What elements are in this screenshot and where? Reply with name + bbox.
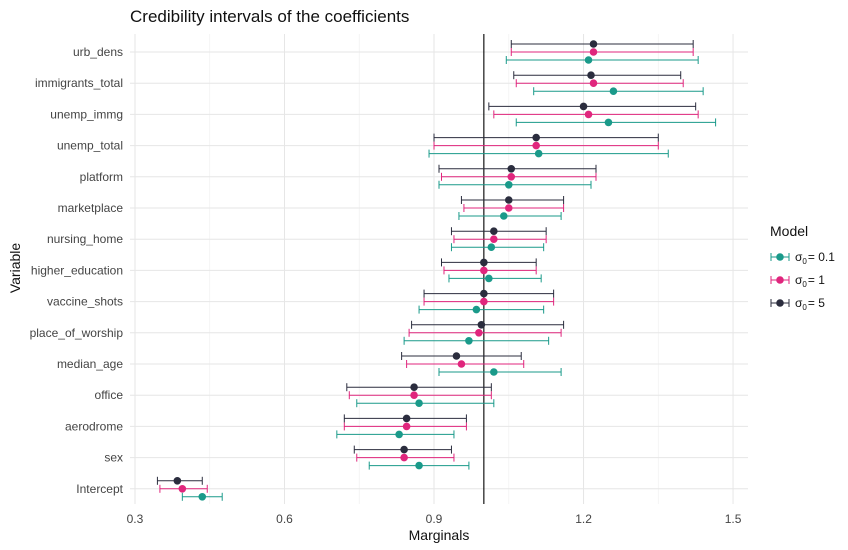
mean-point xyxy=(589,48,598,56)
mean-point xyxy=(532,133,540,142)
mean-point xyxy=(490,227,498,235)
legend-key-point xyxy=(776,299,784,307)
series-1 xyxy=(159,48,699,493)
mean-point xyxy=(507,165,516,173)
legend-label: σ0= 1 xyxy=(795,273,825,289)
y-axis-label: Variable xyxy=(7,243,23,294)
mean-point xyxy=(609,87,618,95)
legend: Model σ0= 0.1 σ0= 1 σ0= 5 xyxy=(770,223,835,312)
mean-point xyxy=(579,102,588,111)
mean-point xyxy=(173,477,182,485)
series-2 xyxy=(156,40,697,485)
mean-point xyxy=(490,368,498,376)
legend-item: σ0= 1 xyxy=(770,273,825,289)
mean-point xyxy=(589,79,598,87)
mean-point xyxy=(475,329,483,337)
mean-point xyxy=(452,352,461,360)
mean-point xyxy=(400,453,408,462)
mean-point xyxy=(415,399,423,408)
legend-item: σ0= 5 xyxy=(770,296,825,312)
mean-point xyxy=(480,266,488,275)
y-tick-label: higher_education xyxy=(31,263,123,277)
mean-point xyxy=(457,360,466,368)
mean-point xyxy=(604,118,613,127)
mean-point xyxy=(589,40,598,48)
x-tick-label: 0.6 xyxy=(276,512,293,526)
mean-point xyxy=(584,110,593,119)
mean-point xyxy=(402,414,411,423)
y-tick-label: aerodrome xyxy=(65,419,123,433)
chart-title: Credibility intervals of the coefficient… xyxy=(130,7,409,26)
mean-point xyxy=(587,71,595,79)
x-tick-label: 0.3 xyxy=(127,512,144,526)
x-tick-label: 1.2 xyxy=(575,512,592,526)
y-tick-label: immigrants_total xyxy=(35,76,123,90)
x-tick-label: 0.9 xyxy=(426,512,443,526)
mean-point xyxy=(584,56,593,64)
mean-point xyxy=(499,212,508,220)
mean-point xyxy=(198,493,207,501)
y-tick-label: marketplace xyxy=(58,201,124,215)
legend-label: σ0= 5 xyxy=(795,296,825,312)
legend-key-point xyxy=(776,253,784,261)
y-tick-label: place_of_worship xyxy=(30,326,124,340)
mean-point xyxy=(415,461,423,470)
series-layer xyxy=(156,40,717,501)
mean-point xyxy=(504,196,513,204)
y-tick-label: vaccine_shots xyxy=(47,295,123,309)
y-tick-label: office xyxy=(95,388,124,402)
mean-point xyxy=(472,305,481,314)
mean-point xyxy=(485,274,493,283)
y-tick-label: platform xyxy=(80,170,123,184)
y-tick-label: unemp_immg xyxy=(50,107,123,121)
mean-point xyxy=(504,204,513,212)
mean-point xyxy=(487,243,496,251)
mean-point xyxy=(477,321,486,329)
legend-label: σ0= 0.1 xyxy=(795,250,835,266)
series-0 xyxy=(181,56,717,501)
mean-point xyxy=(504,181,513,189)
mean-point xyxy=(480,289,488,298)
grid xyxy=(130,34,748,504)
mean-point xyxy=(465,337,473,345)
mean-point xyxy=(507,173,516,181)
y-tick-label: Intercept xyxy=(76,482,123,496)
mean-point xyxy=(410,391,418,400)
y-tick-label: sex xyxy=(104,451,123,465)
legend-title: Model xyxy=(770,223,808,239)
y-tick-label: unemp_total xyxy=(57,139,123,153)
mean-point xyxy=(532,141,540,150)
mean-point xyxy=(410,383,418,392)
mean-point xyxy=(395,430,403,439)
y-axis: urb_dens immigrants_total unemp_immg unemp_… xyxy=(30,45,124,496)
mean-point xyxy=(402,422,411,431)
y-tick-label: median_age xyxy=(57,357,123,371)
y-tick-label: urb_dens xyxy=(73,45,123,59)
mean-point xyxy=(400,445,408,454)
y-tick-label: nursing_home xyxy=(47,232,123,246)
x-axis: 0.3 0.6 0.9 1.2 1.5 xyxy=(127,512,742,526)
mean-point xyxy=(534,149,543,158)
x-tick-label: 1.5 xyxy=(725,512,742,526)
mean-point xyxy=(178,485,187,493)
legend-item: σ0= 0.1 xyxy=(770,250,835,266)
x-axis-label: Marginals xyxy=(409,527,470,543)
mean-point xyxy=(490,235,498,243)
mean-point xyxy=(480,258,488,267)
mean-point xyxy=(480,297,488,306)
legend-key-point xyxy=(776,276,784,284)
